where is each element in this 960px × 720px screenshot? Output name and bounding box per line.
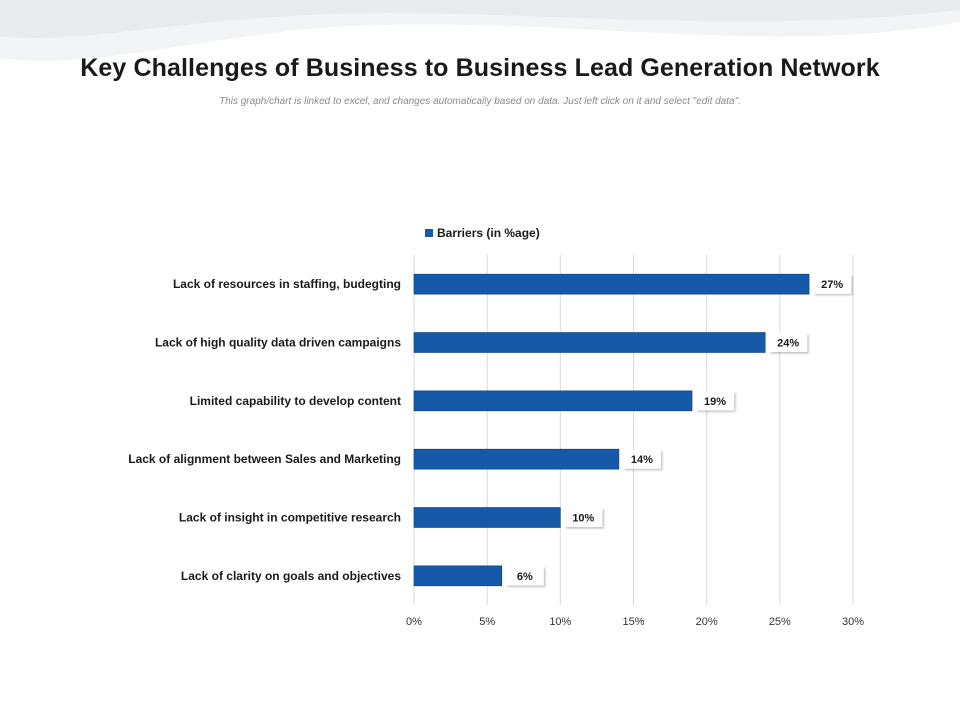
legend: Barriers (in %age) bbox=[425, 226, 540, 240]
category-label: Limited capability to develop content bbox=[190, 394, 401, 408]
legend-swatch bbox=[425, 229, 433, 237]
x-tick-label: 30% bbox=[842, 616, 864, 628]
bars: Lack of resources in staffing, budegting… bbox=[128, 273, 852, 587]
bar bbox=[413, 448, 620, 470]
background-swoosh bbox=[0, 0, 960, 61]
data-label-box bbox=[505, 566, 544, 586]
data-label: 10% bbox=[572, 513, 594, 525]
category-label: Lack of insight in competitive research bbox=[179, 511, 401, 525]
x-tick-label: 0% bbox=[406, 616, 422, 628]
data-label: 6% bbox=[517, 571, 533, 583]
page-title: Key Challenges of Business to Business L… bbox=[80, 54, 880, 82]
bar bbox=[413, 332, 766, 353]
data-label-box bbox=[622, 449, 661, 469]
bar bbox=[413, 507, 561, 528]
bar bbox=[413, 390, 693, 412]
category-label: Lack of high quality data driven campaig… bbox=[155, 336, 401, 350]
data-label: 24% bbox=[777, 338, 799, 350]
gridlines bbox=[413, 255, 854, 605]
category-label: Lack of resources in staffing, budegting bbox=[173, 277, 401, 291]
data-label-box bbox=[813, 274, 852, 294]
bar bbox=[413, 565, 503, 587]
data-label: 19% bbox=[704, 396, 726, 408]
bar bbox=[413, 273, 810, 295]
data-label-box bbox=[564, 508, 603, 527]
data-label-box bbox=[769, 333, 808, 352]
data-label: 27% bbox=[821, 279, 843, 291]
data-label-box bbox=[696, 391, 735, 411]
category-label: Lack of clarity on goals and objectives bbox=[181, 569, 401, 583]
data-label: 14% bbox=[631, 454, 653, 466]
x-tick-label: 20% bbox=[696, 616, 718, 628]
x-axis-ticks: 0% 5% 10% 15% 20% 25% 30% bbox=[406, 616, 864, 628]
chart-subtitle: This graph/chart is linked to excel, and… bbox=[219, 96, 741, 107]
x-tick-label: 25% bbox=[769, 616, 791, 628]
category-label: Lack of alignment between Sales and Mark… bbox=[128, 452, 401, 466]
x-tick-label: 10% bbox=[549, 616, 571, 628]
x-tick-label: 5% bbox=[479, 616, 495, 628]
legend-label: Barriers (in %age) bbox=[437, 226, 540, 240]
x-tick-label: 15% bbox=[622, 616, 644, 628]
